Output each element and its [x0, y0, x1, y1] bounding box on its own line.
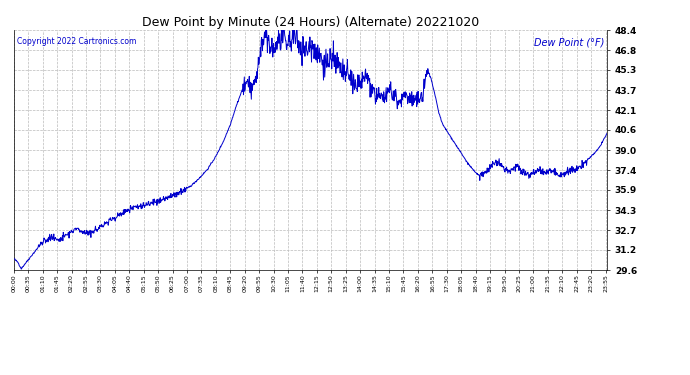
- Text: Dew Point (°F): Dew Point (°F): [534, 37, 604, 47]
- Text: Copyright 2022 Cartronics.com: Copyright 2022 Cartronics.com: [17, 37, 136, 46]
- Title: Dew Point by Minute (24 Hours) (Alternate) 20221020: Dew Point by Minute (24 Hours) (Alternat…: [142, 16, 479, 29]
